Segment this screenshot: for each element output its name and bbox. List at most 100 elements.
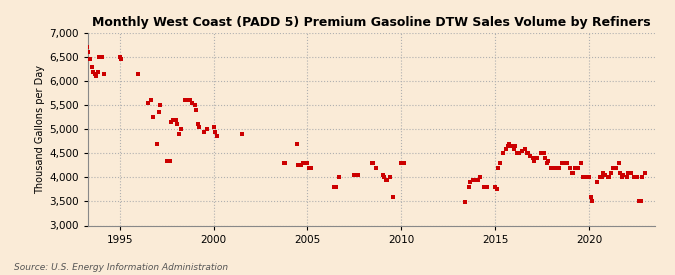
Point xyxy=(637,175,647,180)
Point xyxy=(92,69,103,74)
Point xyxy=(562,161,572,165)
Point xyxy=(472,178,483,182)
Point xyxy=(495,161,506,165)
Point xyxy=(465,180,476,184)
Point xyxy=(398,161,408,165)
Point xyxy=(616,175,627,180)
Point xyxy=(471,178,482,182)
Point xyxy=(632,175,643,180)
Point xyxy=(559,161,570,165)
Point xyxy=(560,161,571,165)
Point xyxy=(293,163,304,167)
Point xyxy=(587,199,597,204)
Point xyxy=(142,101,153,105)
Point xyxy=(598,170,609,175)
Point xyxy=(521,151,532,155)
Point xyxy=(377,173,388,177)
Point xyxy=(167,117,178,122)
Point xyxy=(551,166,562,170)
Point xyxy=(596,175,607,180)
Point xyxy=(304,166,315,170)
Point xyxy=(371,166,382,170)
Point xyxy=(388,194,399,199)
Point xyxy=(211,134,222,139)
Point xyxy=(89,72,100,76)
Point xyxy=(610,166,621,170)
Point xyxy=(599,173,610,177)
Point xyxy=(482,185,493,189)
Point xyxy=(540,156,551,160)
Point xyxy=(382,178,393,182)
Point xyxy=(78,33,89,38)
Point xyxy=(116,57,127,62)
Point xyxy=(173,132,184,136)
Point xyxy=(504,141,514,146)
Point xyxy=(493,166,504,170)
Point xyxy=(623,170,634,175)
Point xyxy=(329,185,340,189)
Point xyxy=(191,108,202,112)
Point xyxy=(512,151,522,155)
Point xyxy=(333,175,344,180)
Point xyxy=(497,151,508,155)
Point xyxy=(352,173,363,177)
Point xyxy=(640,170,651,175)
Point xyxy=(180,98,191,103)
Point xyxy=(531,156,541,160)
Point xyxy=(621,175,632,180)
Point xyxy=(165,158,176,163)
Point xyxy=(490,185,501,189)
Point xyxy=(80,40,90,45)
Point xyxy=(541,161,552,165)
Point xyxy=(299,161,310,165)
Point xyxy=(615,170,626,175)
Point xyxy=(584,175,595,180)
Point xyxy=(86,65,97,69)
Point xyxy=(516,149,527,153)
Point xyxy=(605,170,616,175)
Point xyxy=(88,69,99,74)
Point xyxy=(380,178,391,182)
Point xyxy=(579,175,590,180)
Point xyxy=(565,166,576,170)
Point xyxy=(570,166,580,170)
Point xyxy=(192,122,203,127)
Point xyxy=(595,175,605,180)
Point xyxy=(305,166,316,170)
Point xyxy=(236,132,247,136)
Point xyxy=(527,156,538,160)
Point xyxy=(83,50,94,54)
Point xyxy=(506,144,516,148)
Point xyxy=(185,98,196,103)
Point xyxy=(302,161,313,165)
Point xyxy=(183,98,194,103)
Point xyxy=(510,144,521,148)
Point xyxy=(549,166,560,170)
Point xyxy=(491,187,502,192)
Point xyxy=(82,45,92,50)
Point xyxy=(95,55,106,59)
Point xyxy=(385,175,396,180)
Point xyxy=(202,127,213,131)
Point xyxy=(520,146,531,151)
Point xyxy=(91,74,102,79)
Point xyxy=(502,144,513,148)
Point xyxy=(198,130,209,134)
Point xyxy=(543,158,554,163)
Text: Source: U.S. Energy Information Administration: Source: U.S. Energy Information Administ… xyxy=(14,263,227,272)
Point xyxy=(535,151,546,155)
Point xyxy=(538,151,549,155)
Point xyxy=(349,173,360,177)
Point xyxy=(152,141,163,146)
Point xyxy=(94,55,105,59)
Point xyxy=(99,72,109,76)
Point xyxy=(566,170,577,175)
Point xyxy=(602,175,613,180)
Point xyxy=(133,72,144,76)
Point xyxy=(635,199,646,204)
Point xyxy=(147,115,158,119)
Point xyxy=(557,161,568,165)
Point xyxy=(479,185,489,189)
Point xyxy=(368,161,379,165)
Point xyxy=(114,55,125,59)
